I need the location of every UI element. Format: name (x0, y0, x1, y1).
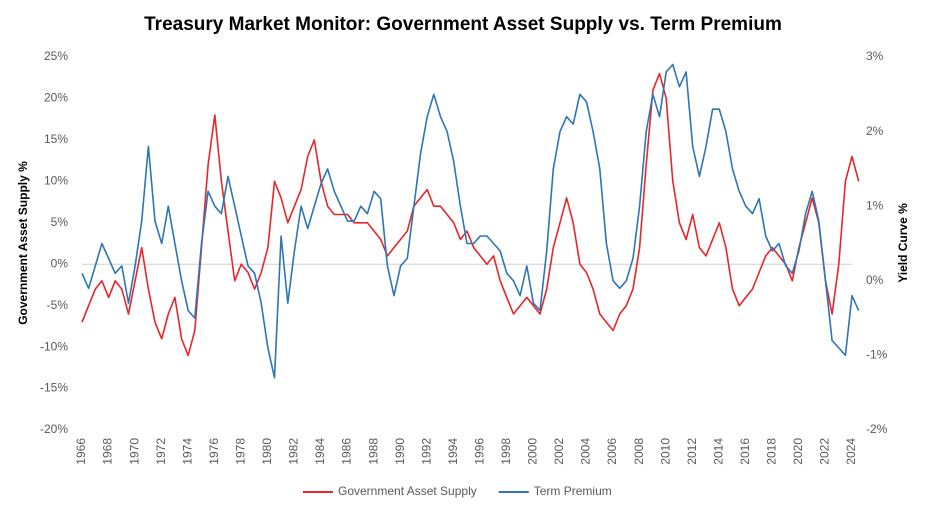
x-tick-label: 1996 (472, 438, 486, 465)
x-tick-label: 2000 (526, 438, 540, 465)
x-tick-label: 2010 (658, 438, 672, 465)
x-tick-label: 1994 (446, 438, 460, 465)
x-tick-label: 1986 (340, 438, 354, 465)
x-tick-label: 2014 (711, 438, 725, 465)
chart-title: Treasury Market Monitor: Government Asse… (144, 14, 782, 35)
x-tick-label: 1968 (101, 438, 115, 465)
x-tick-label: 2024 (844, 438, 858, 465)
x-tick-label: 1980 (260, 438, 274, 465)
x-tick-label: 1976 (207, 438, 221, 465)
x-tick-label: 2008 (632, 438, 646, 465)
y-axis-title: Government Asset Supply % (16, 161, 30, 325)
y-tick-label: 0% (51, 256, 69, 270)
x-tick-label: 1990 (393, 438, 407, 465)
x-tick-label: 1992 (419, 438, 433, 465)
x-tick-label: 2006 (605, 438, 619, 465)
y-tick-label: 5% (51, 215, 69, 229)
x-tick-label: 1970 (127, 438, 141, 465)
y-tick-label: 10% (44, 174, 68, 188)
y2-tick-label: 3% (866, 49, 884, 63)
x-tick-label: 2018 (765, 438, 779, 465)
y-tick-label: 20% (44, 91, 68, 105)
y2-tick-label: 2% (866, 124, 884, 138)
y-tick-label: -5% (47, 298, 69, 312)
x-tick-label: 1982 (287, 438, 301, 465)
y-tick-label: -20% (40, 422, 68, 436)
x-tick-label: 2004 (579, 438, 593, 465)
y2-tick-label: 0% (866, 273, 884, 287)
x-tick-label: 1984 (313, 438, 327, 465)
x-tick-label: 1988 (366, 438, 380, 465)
x-tick-label: 1966 (74, 438, 88, 465)
series-line (81, 72, 860, 357)
y-tick-label: -10% (40, 339, 68, 353)
y2-tick-label: -1% (866, 348, 888, 362)
y-tick-label: 15% (44, 132, 68, 146)
legend-label: Government Asset Supply (338, 484, 477, 498)
x-tick-label: 1978 (233, 438, 247, 465)
x-tick-label: 1972 (154, 438, 168, 465)
y-tick-label: -15% (40, 381, 68, 395)
x-tick-label: 2012 (685, 438, 699, 465)
x-tick-label: 2022 (818, 438, 832, 465)
y2-axis-title: Yield Curve % (896, 203, 910, 283)
x-tick-label: 2016 (738, 438, 752, 465)
x-tick-label: 2020 (791, 438, 805, 465)
x-tick-label: 1974 (180, 438, 194, 465)
x-tick-label: 2002 (552, 438, 566, 465)
y2-tick-label: 1% (866, 198, 884, 212)
legend-label: Term Premium (534, 484, 612, 498)
series-line (81, 63, 860, 379)
y-tick-label: 25% (44, 49, 68, 63)
x-tick-label: 1998 (499, 438, 513, 465)
y2-tick-label: -2% (866, 422, 888, 436)
